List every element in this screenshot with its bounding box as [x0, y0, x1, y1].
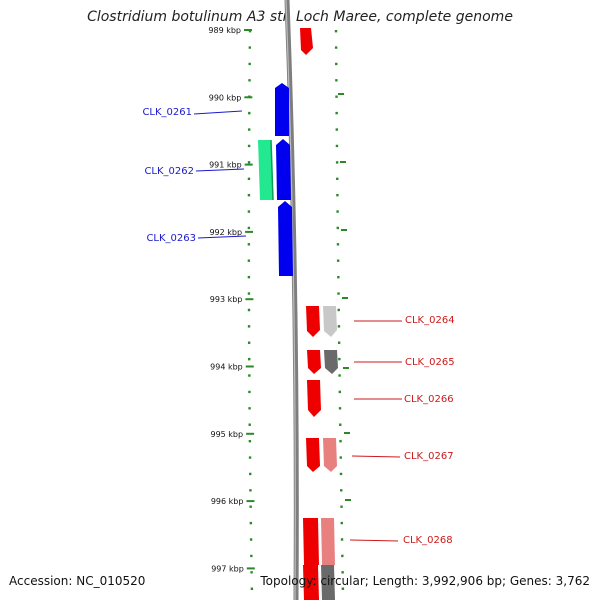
rna-feature[interactable]	[258, 140, 273, 200]
gene-label-clk-0266[interactable]: CLK_0266	[404, 394, 454, 405]
gene-feature-bottom	[303, 565, 319, 600]
gene-feature-clk-0268[interactable]	[303, 518, 319, 565]
kbp-tick-label: 996 kbp	[211, 497, 244, 506]
genome-backbone-highlight	[285, 0, 296, 600]
map-title: Clostridium botulinum A3 str. Loch Maree…	[87, 9, 513, 25]
genome-backbone	[284, 0, 299, 600]
gene-label-clk-0263[interactable]: CLK_0263	[146, 233, 196, 244]
callout-lines-left	[193, 110, 247, 239]
reverse-strand-features	[258, 83, 293, 276]
gene-feature-clk-0263[interactable]	[278, 201, 293, 276]
gc-block-0268	[321, 518, 335, 565]
callout-lines-right	[349, 320, 402, 542]
gene-feature-clk-0261[interactable]	[275, 83, 289, 136]
kbp-tick-label: 991 kbp	[209, 161, 242, 170]
gene-label-clk-0264[interactable]: CLK_0264	[405, 315, 455, 326]
gc-block-0265	[324, 350, 338, 374]
right-track-ticks	[338, 93, 351, 501]
kbp-tick-label: 992 kbp	[209, 228, 242, 237]
gene-feature-clk-0264[interactable]	[306, 306, 320, 337]
kbp-ticks: 989 kbp 990 kbp 991 kbp 992 kbp 993 kbp 994 k…	[208, 26, 255, 573]
gene-labels: CLK_0261 CLK_0262 CLK_0263 CLK_0264 CLK_…	[142, 107, 454, 546]
gene-feature-clk-0266[interactable]	[307, 380, 321, 417]
gene-feature-clk-0262[interactable]	[276, 139, 291, 200]
kbp-tick-label: 994 kbp	[210, 363, 243, 372]
gc-block-bottom	[321, 565, 335, 600]
kbp-tick-label: 997 kbp	[211, 564, 244, 573]
gene-label-clk-0262[interactable]: CLK_0262	[144, 166, 194, 177]
gc-block-0264	[323, 306, 337, 337]
kbp-tick-label: 995 kbp	[210, 430, 243, 439]
gc-block-0267	[323, 438, 337, 472]
gene-feature-989[interactable]	[300, 28, 313, 55]
gene-label-clk-0261[interactable]: CLK_0261	[142, 107, 192, 118]
gene-feature-clk-0267[interactable]	[306, 438, 320, 472]
kbp-tick-label: 989 kbp	[208, 26, 241, 35]
forward-strand-features	[300, 28, 338, 600]
right-dotted-track	[334, 29, 345, 596]
accession-label: Accession: NC_010520	[9, 574, 146, 588]
kbp-tick-label: 990 kbp	[209, 93, 242, 102]
gene-feature-clk-0265[interactable]	[307, 350, 321, 374]
gene-label-clk-0265[interactable]: CLK_0265	[405, 357, 455, 368]
kbp-tick-label: 993 kbp	[210, 295, 243, 304]
gene-label-clk-0267[interactable]: CLK_0267	[404, 451, 454, 462]
left-dotted-track	[247, 29, 254, 596]
genome-summary: Topology: circular; Length: 3,992,906 bp…	[260, 574, 590, 588]
gene-label-clk-0268[interactable]: CLK_0268	[403, 535, 453, 546]
